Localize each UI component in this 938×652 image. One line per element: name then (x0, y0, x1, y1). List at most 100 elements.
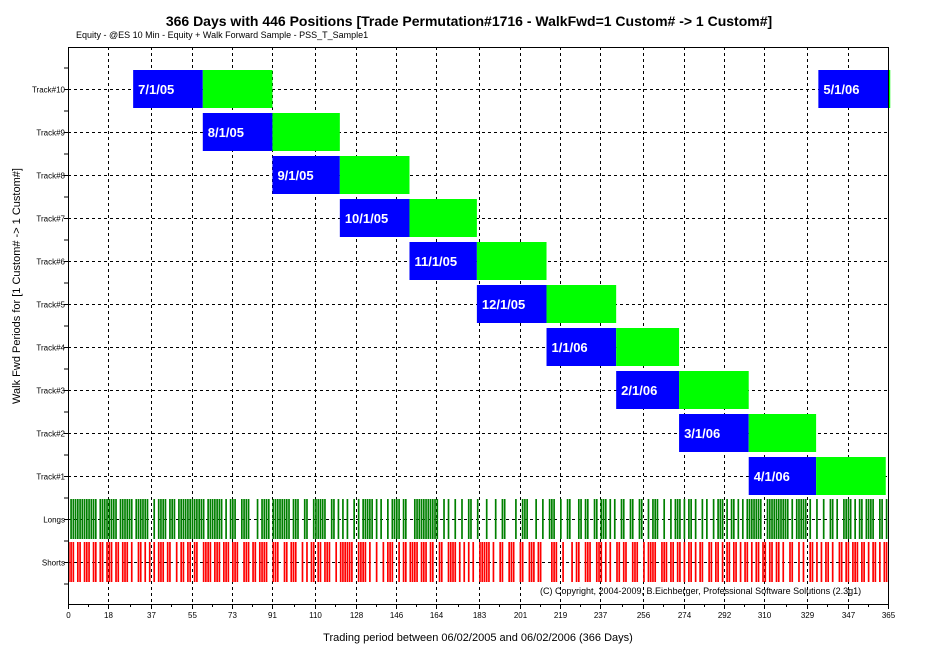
long-trade-mark (535, 499, 537, 539)
x-tick-label: 219 (554, 611, 568, 620)
long-trade-mark (885, 499, 888, 539)
long-trade-mark (804, 499, 807, 539)
long-trade-mark (79, 499, 81, 539)
in-sample-bar (133, 70, 203, 108)
long-trade-mark (791, 499, 794, 539)
short-trade-mark (636, 542, 639, 582)
out-of-sample-bar (748, 414, 817, 452)
long-trade-mark (402, 499, 405, 539)
short-trade-mark (708, 542, 710, 582)
long-trade-mark (274, 499, 277, 539)
long-trade-mark (261, 499, 263, 539)
short-trade-mark (885, 542, 888, 582)
short-trade-mark (589, 542, 591, 582)
short-trade-mark (622, 542, 625, 582)
long-trade-mark (209, 499, 212, 539)
short-trade-mark (863, 542, 865, 582)
long-trade-mark (593, 499, 596, 539)
short-trade-mark (872, 542, 874, 582)
long-trade-mark (553, 499, 555, 539)
long-trade-mark (178, 499, 180, 539)
short-trade-mark (252, 542, 254, 582)
short-trade-mark (162, 542, 165, 582)
long-trade-mark (843, 499, 845, 539)
long-trade-mark (371, 499, 373, 539)
x-tick-label: 110 (309, 611, 322, 620)
short-trade-mark (840, 542, 843, 582)
long-trade-mark (303, 499, 306, 539)
long-trade-mark (121, 499, 124, 539)
long-trade-mark (256, 499, 259, 539)
short-trade-mark (609, 542, 612, 582)
long-trade-mark (515, 499, 517, 539)
short-trade-mark (501, 542, 504, 582)
long-trade-mark (297, 499, 299, 539)
short-trade-mark (207, 542, 209, 582)
short-trade-mark (223, 542, 225, 582)
period-label: 12/1/05 (482, 297, 525, 312)
long-trade-mark (171, 499, 174, 539)
in-sample-bar (339, 199, 410, 237)
short-trade-mark (481, 542, 484, 582)
short-trade-mark (555, 542, 558, 582)
short-trade-mark (631, 542, 634, 582)
short-trade-mark (755, 542, 758, 582)
long-trade-mark (353, 499, 355, 539)
long-trade-mark (240, 499, 243, 539)
long-trade-mark (207, 499, 209, 539)
short-trade-mark (351, 542, 353, 582)
short-trade-mark (83, 542, 86, 582)
y-tick-label: Track#8 (36, 172, 65, 181)
long-trade-mark (162, 499, 165, 539)
long-trade-mark (560, 499, 562, 539)
short-trade-mark (701, 542, 704, 582)
long-trade-mark (265, 499, 268, 539)
short-trade-mark (196, 542, 198, 582)
long-trade-mark (467, 499, 470, 539)
in-sample-bar (748, 457, 817, 495)
short-trade-mark (189, 542, 191, 582)
short-trade-mark (447, 542, 450, 582)
x-tick-label: 164 (430, 611, 444, 620)
short-trade-mark (389, 542, 391, 582)
short-trade-mark (245, 542, 248, 582)
long-trade-mark (551, 499, 553, 539)
short-trade-mark (472, 542, 475, 582)
long-trade-mark (337, 499, 340, 539)
short-trade-mark (654, 542, 657, 582)
long-trade-mark (404, 499, 407, 539)
short-trade-mark (604, 542, 607, 582)
short-trade-mark (508, 542, 511, 582)
short-trade-mark (732, 542, 735, 582)
short-trade-mark (234, 542, 236, 582)
long-trade-mark (822, 499, 825, 539)
short-trade-mark (362, 542, 364, 582)
short-trade-mark (263, 542, 266, 582)
short-trade-mark (398, 542, 400, 582)
short-trade-mark (144, 542, 147, 582)
long-trade-mark (443, 499, 445, 539)
long-trade-mark (142, 499, 144, 539)
long-trade-mark (768, 499, 771, 539)
long-trade-mark (431, 499, 434, 539)
long-trade-mark (694, 499, 697, 539)
short-trade-mark (187, 542, 189, 582)
long-trade-mark (398, 499, 400, 539)
long-trade-mark (112, 499, 115, 539)
short-trade-mark (416, 542, 418, 582)
long-trade-mark (622, 499, 625, 539)
in-sample-bar (679, 414, 749, 452)
long-trade-mark (683, 499, 686, 539)
long-trade-mark (416, 499, 418, 539)
x-tick-label: 128 (350, 611, 364, 620)
short-trade-mark (294, 542, 297, 582)
x-tick-label: 91 (268, 611, 277, 620)
y-tick-label: Track#9 (36, 129, 65, 138)
long-trade-mark (881, 499, 883, 539)
short-trade-mark (768, 542, 771, 582)
short-trade-mark (510, 542, 513, 582)
short-trade-mark (483, 542, 486, 582)
long-trade-mark (470, 499, 472, 539)
short-trade-mark (710, 542, 713, 582)
short-trade-mark (643, 542, 645, 582)
